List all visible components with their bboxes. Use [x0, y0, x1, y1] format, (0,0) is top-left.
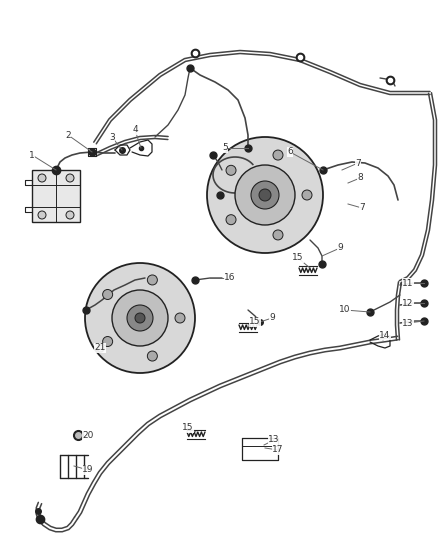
Text: 8: 8 [357, 174, 363, 182]
Circle shape [207, 137, 323, 253]
Text: 15: 15 [292, 254, 304, 262]
Text: 3: 3 [109, 133, 115, 141]
Text: 15: 15 [249, 318, 261, 327]
Text: 10: 10 [339, 305, 351, 314]
Circle shape [38, 174, 46, 182]
Circle shape [85, 263, 195, 373]
Text: 2: 2 [65, 131, 71, 140]
Circle shape [112, 290, 168, 346]
Text: 19: 19 [82, 465, 94, 474]
Circle shape [251, 181, 279, 209]
Circle shape [66, 174, 74, 182]
Circle shape [147, 275, 157, 285]
Text: 6: 6 [287, 148, 293, 157]
Circle shape [259, 189, 271, 201]
Text: 5: 5 [222, 143, 228, 152]
Circle shape [135, 313, 145, 323]
Text: 16: 16 [224, 273, 236, 282]
Circle shape [302, 190, 312, 200]
Circle shape [235, 165, 295, 225]
Text: 15: 15 [182, 424, 194, 432]
Text: 14: 14 [379, 330, 391, 340]
Text: 7: 7 [355, 158, 361, 167]
Circle shape [102, 336, 113, 346]
Circle shape [102, 289, 113, 300]
Text: 7: 7 [359, 204, 365, 213]
Text: 1: 1 [29, 150, 35, 159]
Text: 9: 9 [337, 244, 343, 253]
Circle shape [273, 150, 283, 160]
Text: 17: 17 [272, 446, 284, 455]
Text: 13: 13 [268, 435, 280, 445]
Circle shape [226, 215, 236, 225]
Text: 21: 21 [94, 343, 106, 352]
Circle shape [38, 211, 46, 219]
Circle shape [66, 211, 74, 219]
Circle shape [273, 230, 283, 240]
Text: 13: 13 [402, 319, 414, 327]
Text: 4: 4 [132, 125, 138, 134]
Circle shape [175, 313, 185, 323]
Text: 9: 9 [269, 313, 275, 322]
Text: 12: 12 [403, 298, 413, 308]
Circle shape [226, 165, 236, 175]
Circle shape [127, 305, 153, 331]
Circle shape [147, 351, 157, 361]
Text: 20: 20 [82, 431, 94, 440]
Text: 11: 11 [402, 279, 414, 287]
Polygon shape [32, 170, 80, 222]
